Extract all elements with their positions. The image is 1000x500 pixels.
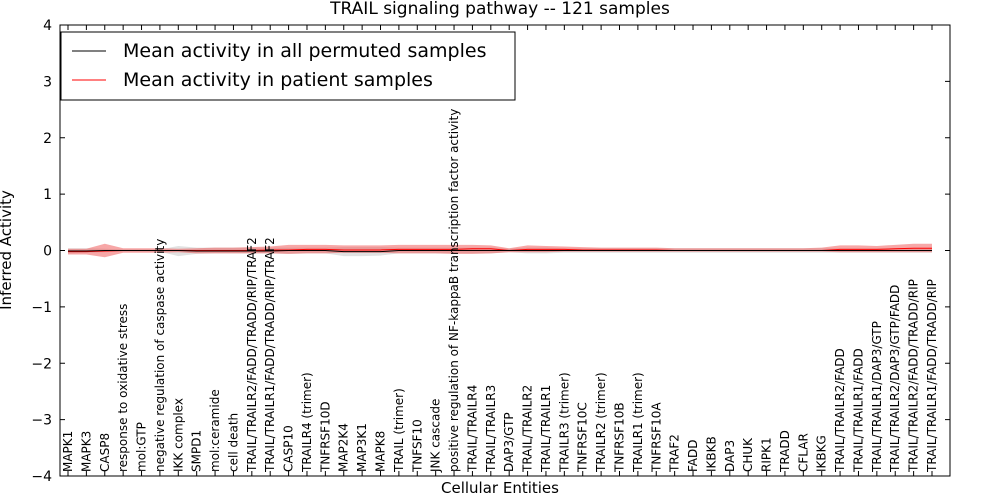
x-tick-label: mol:ceramide xyxy=(208,389,222,472)
y-tick-label: 0 xyxy=(43,244,52,260)
x-tick-label: MAPK3 xyxy=(79,431,93,472)
x-tick-label: TNFRSF10C xyxy=(576,402,590,473)
y-axis-label: Inferred Activity xyxy=(0,190,15,310)
y-tick-label: 2 xyxy=(43,131,52,147)
x-tick-label: TNFRSF10B xyxy=(612,402,626,473)
x-tick-label: TRAF2 xyxy=(668,434,682,473)
x-tick-label: cell death xyxy=(226,413,240,472)
x-tick-label: TRAIL/TRAILR2 xyxy=(521,385,535,473)
x-tick-label: TRAILR2 (trimer) xyxy=(594,372,608,473)
x-tick-label: TRAIL/TRAILR3 xyxy=(484,385,498,473)
x-tick-label: IKK complex xyxy=(171,398,185,472)
x-tick-label: FADD xyxy=(686,440,700,473)
x-tick-label: TRAIL/TRAILR2/FADD/TRADD/RIP/TRAF2 xyxy=(245,237,259,473)
y-axis: 4 3 2 1 0 −1 −2 −3 −4 xyxy=(31,18,950,485)
plot-frame xyxy=(59,24,951,477)
y-tick-label: 1 xyxy=(43,187,52,203)
x-tick-label: IKBKB xyxy=(704,436,718,472)
legend-box xyxy=(60,31,516,101)
x-tick-label: TRAIL/TRAILR1 xyxy=(539,385,553,473)
x-tick-label: MAP2K4 xyxy=(337,423,351,472)
x-tick-label: DAP3/GTP xyxy=(502,412,516,472)
x-tick-label: TRAIL/TRAILR1/FADD xyxy=(851,348,865,473)
x-tick-label: DAP3 xyxy=(723,440,737,472)
x-tick-label: positive regulation of NF-kappaB transcr… xyxy=(447,109,461,472)
x-tick-label: TRAIL (trimer) xyxy=(392,388,406,473)
x-tick-label: CASP10 xyxy=(282,425,296,472)
x-tick-label: CFLAR xyxy=(796,433,810,472)
legend-label-permuted: Mean activity in all permuted samples xyxy=(123,40,486,62)
x-tick-label: TRAILR1 (trimer) xyxy=(631,372,645,473)
x-tick-label: TNFSF10 xyxy=(410,419,424,473)
y-tick-label: −2 xyxy=(31,356,52,372)
legend: Mean activity in all permuted samples Me… xyxy=(60,31,516,101)
chart-title: TRAIL signaling pathway -- 121 samples xyxy=(329,0,670,19)
y-tick-label: 3 xyxy=(43,74,52,90)
x-tick-label: IKBKG xyxy=(815,435,829,472)
x-tick-label: TRAILR4 (trimer) xyxy=(300,372,314,473)
x-tick-label: TNFRSF10A xyxy=(649,402,663,473)
x-tick-label: CHUK xyxy=(741,437,755,472)
x-tick-label: MAP3K1 xyxy=(355,423,369,472)
y-tick-label: −1 xyxy=(31,300,52,316)
y-tick-label: 4 xyxy=(43,18,52,34)
x-tick-label: TRADD xyxy=(778,430,792,473)
x-tick-label: TRAIL/TRAILR2/FADD/TRADD/RIP xyxy=(907,279,921,473)
y-tick-label: −4 xyxy=(31,469,52,485)
x-tick-label: MAPK8 xyxy=(374,431,388,472)
x-tick-label: TRAIL/TRAILR4 xyxy=(465,385,479,473)
x-tick-label: RIPK1 xyxy=(760,437,774,472)
x-tick-label: TRAIL/TRAILR1/FADD/TRADD/RIP/TRAF2 xyxy=(263,237,277,473)
x-tick-label: CASP8 xyxy=(98,433,112,472)
x-tick-label: MAPK1 xyxy=(61,431,75,472)
x-tick-label: negative regulation of caspase activity xyxy=(153,239,167,472)
series-line-permuted xyxy=(68,250,932,253)
x-tick-label: SMPD1 xyxy=(190,430,204,472)
x-axis-label: Cellular Entities xyxy=(441,479,559,497)
x-tick-label: TNFRSF10D xyxy=(318,401,332,473)
x-tick-label: response to oxidative stress xyxy=(116,304,130,472)
x-tick-label: TRAILR3 (trimer) xyxy=(557,372,571,473)
y-tick-label: −3 xyxy=(31,413,52,429)
legend-label-patient: Mean activity in patient samples xyxy=(123,69,433,91)
x-tick-label: TRAIL/TRAILR2/FADD xyxy=(833,348,847,473)
x-tick-label: TRAIL/TRAILR1/FADD/TRADD/RIP xyxy=(925,279,939,473)
x-tick-label: mol:GTP xyxy=(135,422,149,472)
x-tick-label: JNK cascade xyxy=(429,399,443,473)
x-tick-label: TRAIL/TRAILR1/DAP3/GTP xyxy=(870,321,884,473)
series-lines xyxy=(68,247,932,253)
x-tick-label: TRAIL/TRAILR2/DAP3/GTP/FADD xyxy=(888,285,902,473)
x-axis: MAPK1 MAPK3 CASP8 response to oxidative str… xyxy=(61,25,939,476)
